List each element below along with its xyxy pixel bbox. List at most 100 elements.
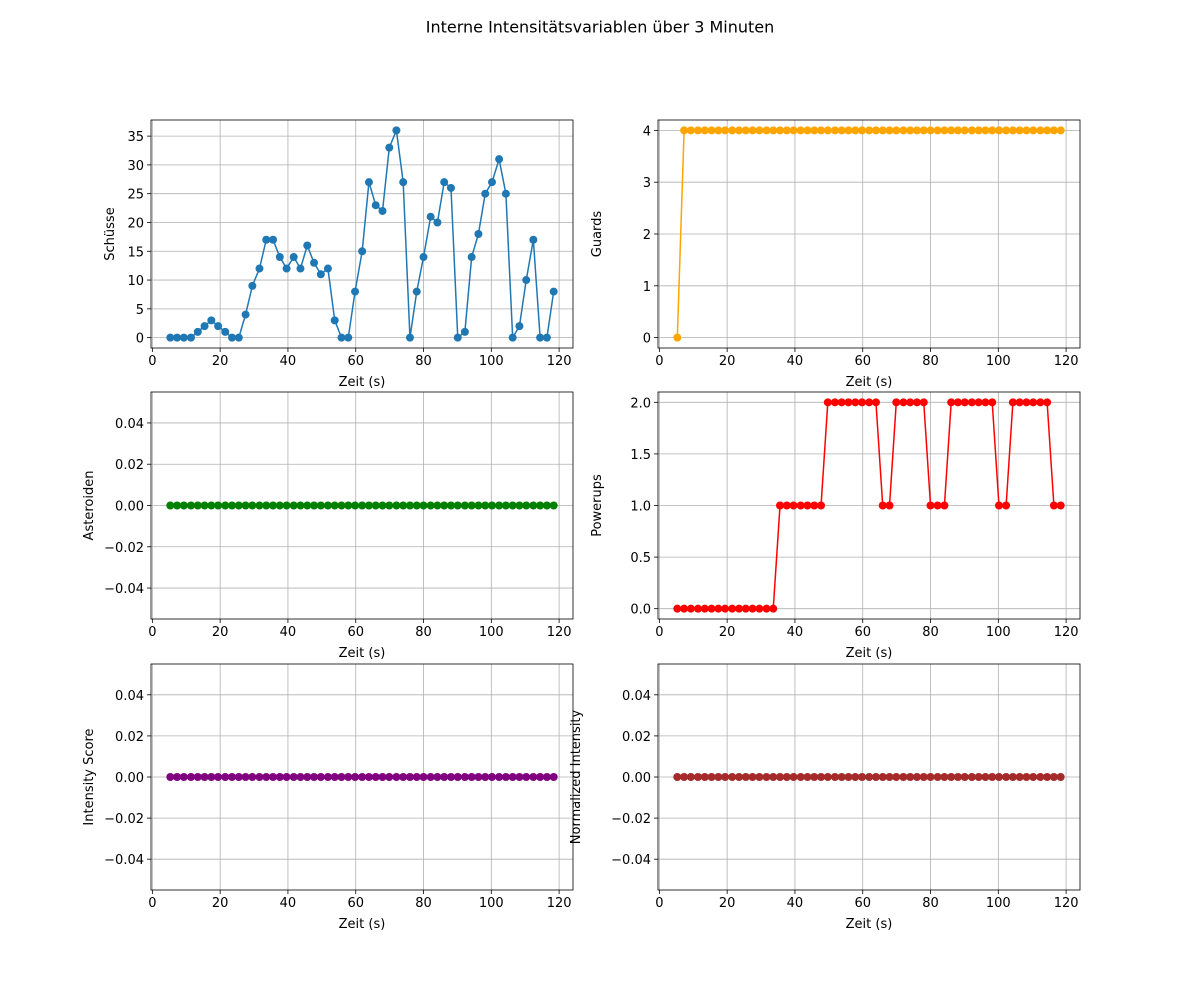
y-tick-label: 25 [127, 188, 144, 203]
data-point [221, 327, 230, 336]
data-point [1029, 398, 1038, 407]
data-point [1056, 773, 1065, 781]
data-point [714, 604, 723, 613]
data-point [912, 398, 921, 407]
axes-frame [150, 119, 574, 349]
data-point [364, 773, 373, 781]
data-point [419, 501, 428, 510]
data-point [1002, 773, 1011, 781]
data-point [344, 501, 353, 510]
data-point [460, 501, 469, 510]
data-point [221, 773, 230, 781]
data-point [810, 773, 819, 781]
data-point [981, 398, 990, 407]
data-point [275, 773, 284, 781]
y-tick-label: 3 [643, 176, 651, 191]
y-tick-label: 1 [643, 280, 651, 295]
y-tick-label: 0.00 [115, 771, 144, 786]
data-point [501, 501, 510, 510]
data-point [741, 604, 750, 613]
data-point [358, 501, 367, 510]
data-point [926, 501, 935, 510]
y-tick-label: 0.04 [115, 417, 144, 432]
y-tick-label: −0.04 [104, 853, 144, 868]
data-point [337, 501, 346, 510]
data-point [426, 501, 435, 510]
y-tick-label: −0.02 [104, 541, 144, 556]
x-tick-label: 100 [479, 354, 504, 369]
data-point [501, 189, 510, 198]
data-point [221, 501, 230, 510]
data-point [994, 126, 1003, 135]
data-point [207, 773, 216, 781]
x-tick-label: 20 [212, 354, 229, 369]
data-point [947, 126, 956, 135]
data-point [487, 178, 496, 187]
data-point [542, 501, 551, 510]
data-point [817, 773, 826, 781]
data-point [501, 773, 510, 781]
y-tick-label: 1.0 [630, 500, 651, 515]
data-point [1049, 773, 1058, 781]
data-point [310, 258, 319, 267]
y-tick-label: 0.00 [115, 500, 144, 515]
data-point [487, 501, 496, 510]
x-tick-label: 0 [655, 625, 663, 640]
data-point [865, 773, 874, 781]
data-point [755, 126, 764, 135]
data-point [830, 773, 839, 781]
data-point [275, 253, 284, 262]
data-point [1015, 398, 1024, 407]
data-point [885, 501, 894, 510]
data-point [741, 126, 750, 135]
data-point [214, 501, 223, 510]
data-point [433, 773, 442, 781]
data-point [193, 501, 202, 510]
data-point [735, 773, 744, 781]
data-point [399, 501, 408, 510]
x-tick-label: 0 [148, 354, 156, 369]
y-tick-label: 4 [643, 124, 651, 139]
data-point [878, 126, 887, 135]
data-point [508, 501, 517, 510]
data-point [282, 501, 291, 510]
data-point [1002, 501, 1011, 510]
data-point [885, 126, 894, 135]
data-point [796, 773, 805, 781]
data-point [844, 773, 853, 781]
data-point [878, 501, 887, 510]
data-point [275, 501, 284, 510]
data-point [351, 773, 360, 781]
data-point [323, 773, 332, 781]
data-point [522, 773, 531, 781]
data-point [680, 126, 689, 135]
data-point [899, 773, 908, 781]
x-tick-label: 20 [212, 896, 229, 911]
x-axis-label: Zeit (s) [339, 917, 386, 932]
data-point [851, 398, 860, 407]
data-point [330, 501, 339, 510]
x-tick-label: 120 [547, 354, 572, 369]
data-point [947, 398, 956, 407]
data-point [426, 773, 435, 781]
data-point [289, 773, 298, 781]
data-point [173, 333, 182, 342]
data-point [940, 126, 949, 135]
data-point [947, 773, 956, 781]
x-axis-label: Zeit (s) [846, 646, 893, 661]
data-point [371, 201, 380, 210]
data-point [933, 126, 942, 135]
figure-title: Interne Intensitätsvariablen über 3 Minu… [426, 18, 775, 37]
data-point [392, 773, 401, 781]
data-point [707, 126, 716, 135]
data-point [207, 316, 216, 325]
data-point [262, 501, 271, 510]
data-point [1015, 126, 1024, 135]
data-point [378, 206, 387, 215]
data-point [871, 126, 880, 135]
data-point [1008, 126, 1017, 135]
data-point [495, 155, 504, 164]
data-point [1008, 773, 1017, 781]
data-point [960, 773, 969, 781]
data-point [542, 333, 551, 342]
